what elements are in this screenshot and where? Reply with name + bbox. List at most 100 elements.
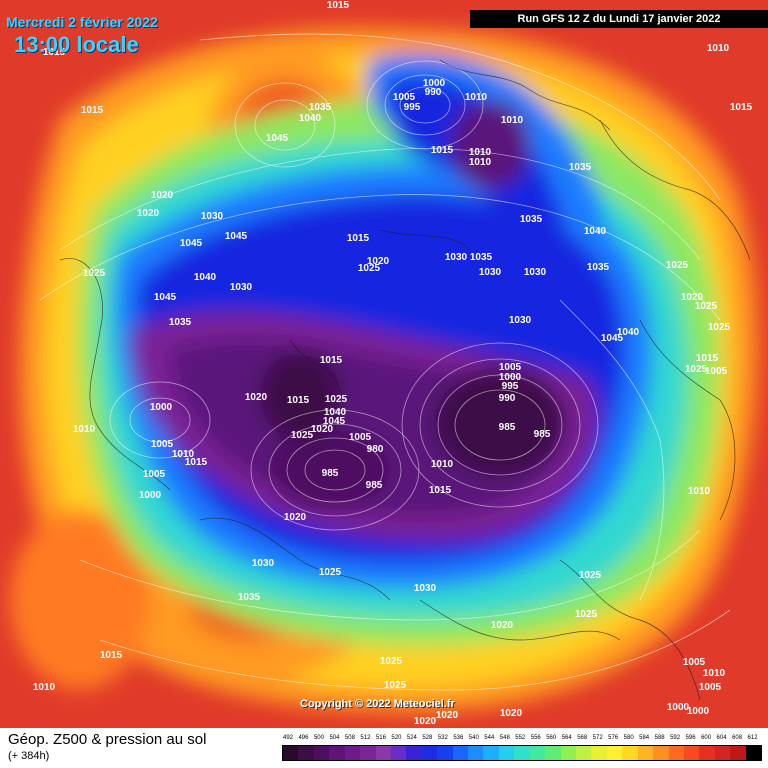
scale-value: 604 xyxy=(716,735,727,741)
scale-swatch xyxy=(653,746,669,760)
scale-swatch xyxy=(714,746,731,760)
pressure-label: 1000 xyxy=(687,706,710,717)
scale-value: 536 xyxy=(453,735,464,741)
scale-swatch xyxy=(514,746,530,760)
pressure-label: 1045 xyxy=(323,416,346,427)
pressure-label: 1015 xyxy=(431,145,454,156)
pressure-label: 1015 xyxy=(185,457,208,468)
pressure-label: 1040 xyxy=(617,327,640,338)
scale-value: 504 xyxy=(329,735,340,741)
pressure-label: 1035 xyxy=(520,214,543,225)
scale-value: 568 xyxy=(577,735,588,741)
scale-value: 520 xyxy=(391,735,402,741)
pressure-label: 1010 xyxy=(469,147,492,158)
pressure-label: 1020 xyxy=(500,708,523,719)
pressure-label: 1005 xyxy=(143,469,166,480)
scale-value: 564 xyxy=(561,735,572,741)
pressure-label: 1005 xyxy=(151,439,174,450)
model-run-info: Run GFS 12 Z du Lundi 17 janvier 2022 xyxy=(470,10,768,28)
pressure-label: 1010 xyxy=(501,115,524,126)
pressure-label: 990 xyxy=(499,393,516,404)
color-scale-labels: 492 496 500 504 508 512 516 520 524 528 532 536 540 5… xyxy=(282,735,762,745)
pressure-label: 1000 xyxy=(423,78,446,89)
pressure-label: 1020 xyxy=(151,190,174,201)
scale-swatch xyxy=(283,746,299,760)
scale-value: 612 xyxy=(747,735,758,741)
pressure-label: 1030 xyxy=(201,211,224,222)
pressure-label: 1005 xyxy=(699,682,722,693)
pressure-label: 995 xyxy=(404,102,421,113)
pressure-label: 1035 xyxy=(238,592,261,603)
pressure-label: 1020 xyxy=(245,392,268,403)
pressure-label: 1000 xyxy=(499,372,522,383)
pressure-label: 1010 xyxy=(73,424,96,435)
scale-value: 540 xyxy=(468,735,479,741)
pressure-label: 985 xyxy=(322,468,339,479)
scale-value: 580 xyxy=(623,735,634,741)
pressure-label: 1025 xyxy=(319,567,342,578)
pressure-label: 1045 xyxy=(601,333,624,344)
pressure-label: 1025 xyxy=(380,656,403,667)
pressure-label: 990 xyxy=(425,87,442,98)
scale-value: 532 xyxy=(437,735,448,741)
pressure-label: 1045 xyxy=(154,292,177,303)
scale-swatch xyxy=(606,746,623,760)
pressure-label: 1030 xyxy=(230,282,253,293)
scale-swatch xyxy=(452,746,469,760)
pressure-label: 1015 xyxy=(81,105,104,116)
pressure-label: 1030 xyxy=(524,267,547,278)
scale-swatch xyxy=(483,746,499,760)
scale-value: 596 xyxy=(685,735,696,741)
scale-swatch xyxy=(344,746,361,760)
pressure-label: 1000 xyxy=(667,702,690,713)
pressure-label: 1020 xyxy=(137,208,160,219)
pressure-label: 1030 xyxy=(252,558,275,569)
scale-value: 512 xyxy=(360,735,371,741)
scale-value: 576 xyxy=(608,735,619,741)
scale-swatch xyxy=(560,746,577,760)
pressure-label: 1040 xyxy=(194,272,217,283)
scale-value: 528 xyxy=(422,735,433,741)
pressure-label: 1030 xyxy=(414,583,437,594)
pressure-label: 1025 xyxy=(83,268,106,279)
scale-swatch xyxy=(468,746,484,760)
pressure-label: 1015 xyxy=(320,355,343,366)
scale-value: 508 xyxy=(344,735,355,741)
pressure-label: 1020 xyxy=(367,256,390,267)
pressure-label: 1035 xyxy=(309,102,332,113)
pressure-label: 1015 xyxy=(696,353,719,364)
scale-value: 496 xyxy=(298,735,309,741)
scale-swatch xyxy=(313,746,330,760)
pressure-label: 1025 xyxy=(685,364,708,375)
scale-swatch xyxy=(683,746,700,760)
scale-value: 524 xyxy=(406,735,417,741)
pressure-label: 1005 xyxy=(349,432,372,443)
scale-value: 544 xyxy=(484,735,495,741)
pressure-label: 1025 xyxy=(291,430,314,441)
pressure-label: 1015 xyxy=(100,650,123,661)
isobar-lines xyxy=(39,33,731,691)
pressure-label: 1010 xyxy=(465,92,488,103)
pressure-label: 1010 xyxy=(707,43,730,54)
pressure-label: 1015 xyxy=(287,395,310,406)
scale-swatch xyxy=(298,746,314,760)
scale-value: 500 xyxy=(313,735,324,741)
scale-value: 592 xyxy=(670,735,681,741)
pressure-label: 1010 xyxy=(172,449,195,460)
pressure-label: 1025 xyxy=(358,263,381,274)
scale-swatch xyxy=(329,746,345,760)
pressure-label: 1025 xyxy=(575,609,598,620)
pressure-label: 1015 xyxy=(327,0,350,11)
pressure-label: 1015 xyxy=(429,485,452,496)
pressure-label: 1000 xyxy=(150,402,173,413)
scale-value: 548 xyxy=(499,735,510,741)
scale-swatch xyxy=(529,746,546,760)
pressure-label: 1025 xyxy=(695,301,718,312)
pressure-label: 1010 xyxy=(703,668,726,679)
legend-title: Géop. Z500 & pression au sol xyxy=(8,731,207,748)
pressure-label: 1000 xyxy=(139,490,162,501)
pressure-label: 1025 xyxy=(325,394,348,405)
scale-swatch xyxy=(591,746,607,760)
pressure-label: 995 xyxy=(502,381,519,392)
